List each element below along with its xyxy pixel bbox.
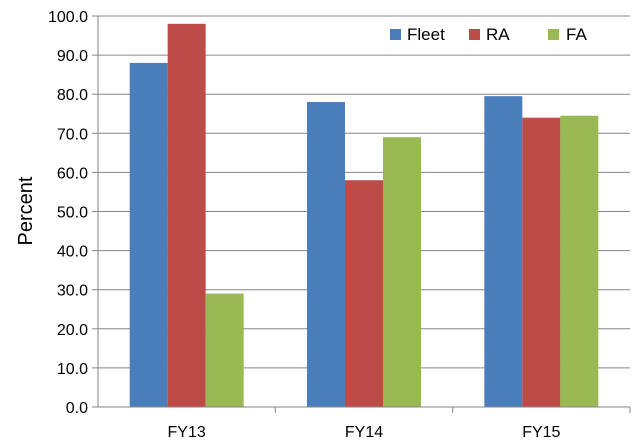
y-tick-label: 50.0 [57, 205, 88, 222]
legend-swatch-fa [548, 29, 559, 40]
legend-label-ra: RA [486, 25, 510, 44]
bar-fleet-fy15 [484, 96, 523, 407]
y-tick-label: 100.0 [48, 9, 88, 26]
x-tick-label: FY14 [345, 424, 383, 441]
legend-swatch-ra [469, 29, 480, 40]
bar-fa-fy14 [383, 137, 421, 407]
y-tick-labels: 0.0 10.0 20.0 30.0 40.0 50.0 60.0 70.0 80.0 90.0 1… [48, 9, 88, 417]
y-axis-title: Percent [15, 176, 37, 245]
legend-label-fleet: Fleet [407, 25, 445, 44]
bar-fleet-fy14 [307, 102, 345, 408]
y-tick-label: 60.0 [57, 165, 88, 182]
bars [129, 23, 599, 408]
legend-label-fa: FA [566, 25, 587, 44]
y-tick-label: 20.0 [57, 322, 88, 339]
y-tick-label: 70.0 [57, 126, 88, 143]
y-tick-label: 80.0 [57, 87, 88, 104]
y-tick-label: 40.0 [57, 244, 88, 261]
legend-swatch-fleet [390, 29, 401, 40]
x-tick-labels: FY13 FY14 FY15 [168, 424, 561, 441]
legend: Fleet RA FA [390, 25, 587, 44]
bar-ra-fy13 [167, 23, 206, 407]
x-tick-label: FY13 [168, 424, 206, 441]
bar-ra-fy15 [522, 117, 561, 407]
x-tick-label: FY15 [522, 424, 560, 441]
y-tick-label: 90.0 [57, 48, 88, 65]
bar-fa-fy15 [560, 115, 599, 407]
bar-ra-fy14 [345, 180, 383, 407]
axes [92, 15, 631, 413]
y-tick-label: 0.0 [66, 400, 88, 417]
y-tick-label: 30.0 [57, 283, 88, 300]
bar-fa-fy13 [205, 293, 244, 407]
y-tick-label: 10.0 [57, 361, 88, 378]
bar-fleet-fy13 [129, 62, 168, 408]
